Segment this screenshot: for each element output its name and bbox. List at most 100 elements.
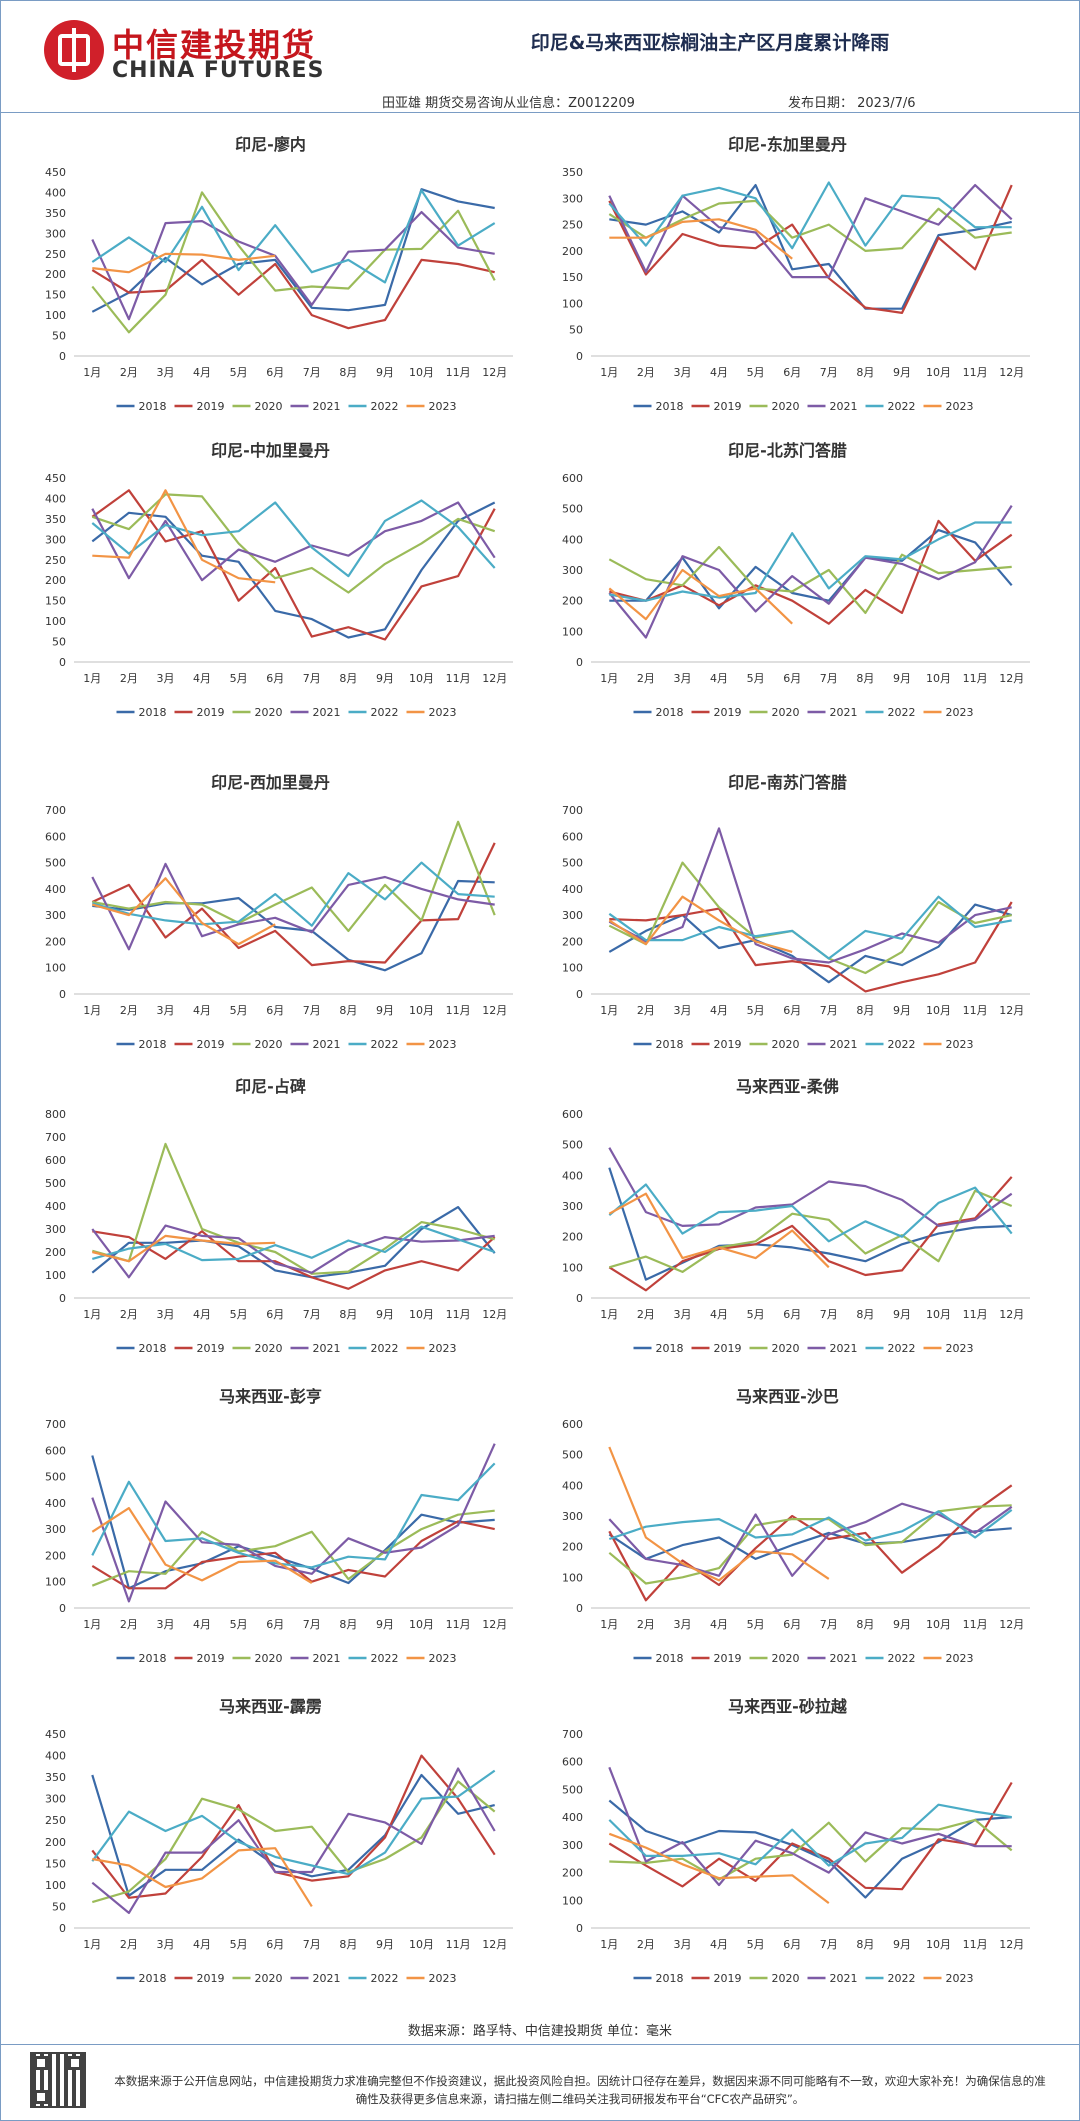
rainfall-chart: 印尼-占碑 0 100 200 300 400 500 600 700 800 1月 2月 3月 4月 5月…	[45, 1077, 513, 1355]
x-tick-label: 2月	[120, 366, 138, 379]
y-tick-label: 0	[59, 1922, 66, 1935]
legend-label: 2021	[313, 706, 341, 719]
x-tick-label: 2月	[120, 1308, 138, 1321]
x-tick-label: 11月	[963, 1308, 988, 1321]
x-tick-label: 3月	[156, 672, 174, 685]
y-tick-label: 200	[45, 1836, 66, 1849]
y-tick-label: 100	[45, 962, 66, 975]
y-tick-label: 100	[562, 962, 583, 975]
y-tick-label: 100	[562, 1261, 583, 1274]
x-tick-label: 8月	[339, 1004, 357, 1017]
y-tick-label: 600	[45, 830, 66, 843]
x-tick-label: 8月	[339, 1938, 357, 1951]
legend-label: 2021	[830, 1652, 858, 1665]
chart-title: 印尼-北苏门答腊	[728, 441, 847, 460]
series-line-2021	[608, 1147, 1013, 1227]
series-line-2021	[91, 1443, 496, 1603]
legend-label: 2021	[313, 1972, 341, 1985]
x-tick-label: 12月	[482, 672, 507, 685]
legend-label: 2019	[714, 1038, 742, 1051]
x-tick-label: 4月	[710, 1938, 728, 1951]
legend-label: 2020	[255, 1342, 283, 1355]
legend-label: 2018	[656, 400, 684, 413]
qr-code-icon[interactable]	[30, 2052, 86, 2108]
x-tick-label: 1月	[600, 366, 618, 379]
x-tick-label: 6月	[266, 1308, 284, 1321]
x-tick-label: 2月	[637, 1308, 655, 1321]
legend-label: 2020	[255, 400, 283, 413]
x-tick-label: 10月	[409, 1004, 434, 1017]
x-tick-label: 10月	[926, 1004, 951, 1017]
legend-label: 2018	[139, 706, 167, 719]
legend-label: 2022	[888, 1342, 916, 1355]
x-tick-label: 5月	[747, 1308, 765, 1321]
x-tick-label: 11月	[446, 1938, 471, 1951]
y-tick-label: 50	[569, 324, 583, 337]
legend-label: 2021	[313, 1038, 341, 1051]
rainfall-chart: 印尼-北苏门答腊 0 100 200 300 400 500 600 1月 2月 3月 4月 5月 6月 7…	[562, 441, 1030, 719]
series-line-2021	[91, 1767, 496, 1914]
footer-divider	[0, 2044, 1080, 2045]
chart-title: 马来西亚-砂拉越	[728, 1697, 848, 1716]
legend-label: 2018	[656, 1652, 684, 1665]
y-tick-label: 50	[52, 330, 66, 343]
x-tick-label: 11月	[963, 672, 988, 685]
y-tick-label: 100	[562, 1894, 583, 1907]
x-tick-label: 11月	[963, 1618, 988, 1631]
legend-label: 2022	[888, 1038, 916, 1051]
legend-label: 2021	[830, 400, 858, 413]
y-tick-label: 200	[45, 574, 66, 587]
x-tick-label: 2月	[120, 672, 138, 685]
x-tick-label: 6月	[266, 1938, 284, 1951]
legend-label: 2020	[255, 1972, 283, 1985]
rainfall-chart: 印尼-西加里曼丹 0 100 200 300 400 500 600 700 1月 2月 3月 4月 5月…	[45, 773, 513, 1051]
series-line-2019	[91, 842, 496, 967]
legend-label: 2023	[946, 706, 974, 719]
series-line-2020	[609, 1818, 1013, 1881]
x-tick-label: 8月	[856, 1004, 874, 1017]
x-tick-label: 9月	[376, 1618, 394, 1631]
x-tick-label: 10月	[409, 366, 434, 379]
x-tick-label: 7月	[820, 1308, 838, 1321]
qr-corner-mark	[68, 2056, 82, 2070]
series-line-2023	[91, 1507, 313, 1584]
x-tick-label: 11月	[963, 366, 988, 379]
x-tick-label: 3月	[156, 1308, 174, 1321]
y-tick-label: 0	[59, 1602, 66, 1615]
series-line-2022	[608, 1509, 1013, 1542]
legend-label: 2023	[946, 1652, 974, 1665]
x-tick-label: 8月	[856, 1938, 874, 1951]
y-tick-label: 300	[45, 1793, 66, 1806]
analyst-info: 田亚雄 期货交易咨询从业信息：Z0012209	[382, 96, 635, 111]
y-tick-label: 500	[562, 503, 583, 516]
legend-label: 2021	[830, 706, 858, 719]
x-tick-label: 5月	[230, 1618, 248, 1631]
x-tick-label: 5月	[747, 1004, 765, 1017]
y-tick-label: 450	[45, 166, 66, 179]
y-tick-label: 200	[562, 1541, 583, 1554]
y-tick-label: 100	[45, 1576, 66, 1589]
x-tick-label: 10月	[409, 672, 434, 685]
x-tick-label: 1月	[83, 366, 101, 379]
x-tick-label: 7月	[303, 1618, 321, 1631]
disclaimer: 本数据来源于公开信息网站，中信建投期货力求准确完整但不作投资建议，据此投资风险自…	[114, 2074, 1046, 2106]
x-tick-label: 2月	[637, 1938, 655, 1951]
x-tick-label: 4月	[193, 1618, 211, 1631]
x-tick-label: 4月	[193, 1308, 211, 1321]
logo-bar-mark	[72, 28, 76, 72]
x-tick-label: 10月	[926, 366, 951, 379]
x-tick-label: 4月	[193, 672, 211, 685]
x-tick-label: 5月	[747, 1618, 765, 1631]
x-tick-label: 6月	[783, 1308, 801, 1321]
y-tick-label: 150	[45, 289, 66, 302]
x-tick-label: 9月	[893, 1308, 911, 1321]
x-tick-label: 7月	[820, 1938, 838, 1951]
series-line-2022	[91, 499, 496, 578]
y-tick-label: 400	[45, 1750, 66, 1763]
legend-label: 2019	[714, 1972, 742, 1985]
x-tick-label: 12月	[482, 366, 507, 379]
y-tick-label: 500	[45, 857, 66, 870]
series-line-2018	[608, 1527, 1012, 1560]
rainfall-chart: 马来西亚-砂拉越 0 100 200 300 400 500 600 700 1月 2月 3月 4月 5月…	[562, 1697, 1030, 1985]
x-tick-label: 10月	[409, 1938, 434, 1951]
